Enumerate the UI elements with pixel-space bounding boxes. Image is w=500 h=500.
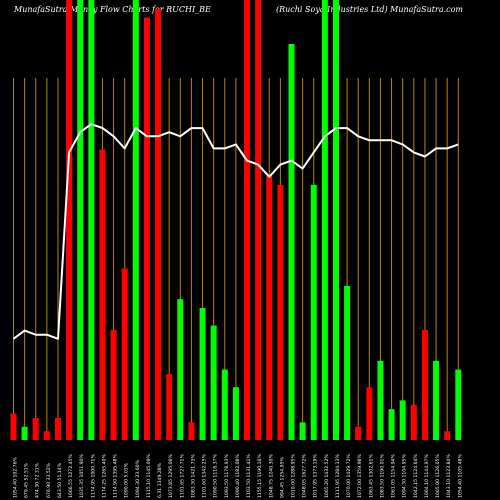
x-tick-label: 1174.95 1000.71% [90, 454, 96, 498]
x-tick-label: 1101.65 1727.71% [179, 454, 185, 498]
bar [32, 418, 39, 440]
x-tick-label: 1174.25 1265.40% [101, 454, 107, 498]
x-tick-label: 1111.95 1284.13% [335, 454, 341, 498]
bar [277, 184, 284, 440]
x-tick-label: 1090.50 1116.37% [213, 454, 219, 498]
bar [210, 325, 217, 440]
x-tick-label: 1090.40 1182.08% [235, 454, 241, 498]
bar [255, 0, 262, 440]
bar [199, 308, 206, 440]
bar [43, 431, 50, 440]
bar [143, 17, 150, 440]
x-tick-label: 1035.35 1051.90% [79, 454, 85, 498]
bar [244, 0, 251, 440]
x-tick-label: 994.45 1254.95% [279, 456, 285, 498]
bar [221, 369, 228, 440]
bar [388, 409, 395, 440]
x-tick-label: 1065.00 1126.05% [435, 454, 441, 498]
x-tick-label: 1048.75 1240.30% [268, 454, 274, 498]
bar [155, 8, 162, 441]
x-tick-label: 1093.50 1178.93% [224, 454, 230, 498]
x-tick-label: 1064.10 1144.97% [424, 454, 430, 498]
bar [266, 176, 273, 440]
x-tick-label: 1083.50 1190.01% [379, 454, 385, 498]
bar [132, 0, 139, 440]
x-tick-label: 1072.00 1359.98% [357, 454, 363, 498]
bar [344, 286, 351, 440]
bar [377, 360, 384, 440]
x-tick-label: 1155.15 1190.16% [257, 454, 263, 498]
x-tick-label: 1070.00 1429.72% [346, 454, 352, 498]
x-tick-label: 1063.45 1302.61% [368, 454, 374, 498]
x-tick-label: 1054.40 1105.48% [457, 454, 463, 498]
x-tick-label: 1017.95 1373.19% [313, 454, 319, 498]
bar [421, 330, 428, 440]
bar [110, 330, 117, 440]
x-tick-label: 1103.50 1131.41% [246, 454, 252, 498]
x-tick-labels: 1054.40 102.76% 679.45 52.51% 474.30 72.31… [13, 454, 464, 498]
x-tick-label: 1010.00 1288.95% [291, 454, 297, 498]
bar [410, 404, 417, 440]
x-tick-label: 1094.30 23.60% [135, 459, 141, 498]
x-tick-label: 6.31 1349.28% [157, 462, 163, 498]
x-tick-label: 1090.00 5.03% [124, 462, 130, 498]
x-tick-label: 1061.05 1154.94% [391, 454, 397, 498]
bar [77, 0, 84, 440]
bar [444, 431, 451, 440]
bar [21, 426, 28, 440]
x-tick-label: 679.45 52.51% [24, 462, 30, 498]
bar [99, 149, 106, 440]
x-tick-label: 1054.40 102.76% [13, 456, 19, 498]
x-tick-label: 1115.10 1145.09% [146, 454, 152, 498]
bar [188, 422, 195, 440]
bar [177, 299, 184, 440]
bar [88, 0, 95, 440]
bar [355, 426, 362, 440]
bar [288, 44, 295, 440]
bar [54, 418, 61, 440]
trend-line [12, 123, 459, 340]
bar [321, 0, 328, 440]
x-tick-label: 1065.20 1432.52% [324, 454, 330, 498]
bar [10, 413, 17, 440]
bar [399, 400, 406, 440]
bars [10, 0, 462, 441]
bar [232, 387, 239, 440]
series-line [12, 123, 459, 340]
chart-subtitle: (Ruchi Soya Industries Ltd) MunafaSutra.… [276, 5, 464, 14]
bar [166, 374, 173, 440]
bar [366, 387, 373, 440]
x-tick-label: 643.50 51.14% [57, 462, 63, 498]
bar [66, 0, 73, 440]
bar [455, 369, 462, 440]
x-tick-label: 1073.85 1295.06% [168, 454, 174, 498]
bar [310, 184, 317, 440]
x-tick-label: 1043.10 1123.84% [446, 454, 452, 498]
x-tick-label: 474.30 72.31% [35, 462, 41, 498]
x-tick-label: 1083.30 1421.73% [190, 454, 196, 498]
x-tick-label: 1066.55 1272.45% [68, 454, 74, 498]
bar [332, 0, 339, 440]
x-tick-label: 1048.05 1627.72% [302, 454, 308, 498]
x-tick-label: 676.90 33.52% [46, 462, 52, 498]
bar [299, 422, 306, 440]
x-tick-label: 1094.30 1104.95% [402, 454, 408, 498]
bar [433, 360, 440, 440]
chart-title: MunafaSutra Money Flow Charts for RUCHI_… [14, 5, 211, 14]
bar [121, 268, 128, 440]
x-tick-label: 1101.60 1342.25% [202, 454, 208, 498]
x-tick-label: 1114.90 1395.48% [113, 454, 119, 498]
x-tick-label: 1042.15 1124.64% [413, 454, 419, 498]
